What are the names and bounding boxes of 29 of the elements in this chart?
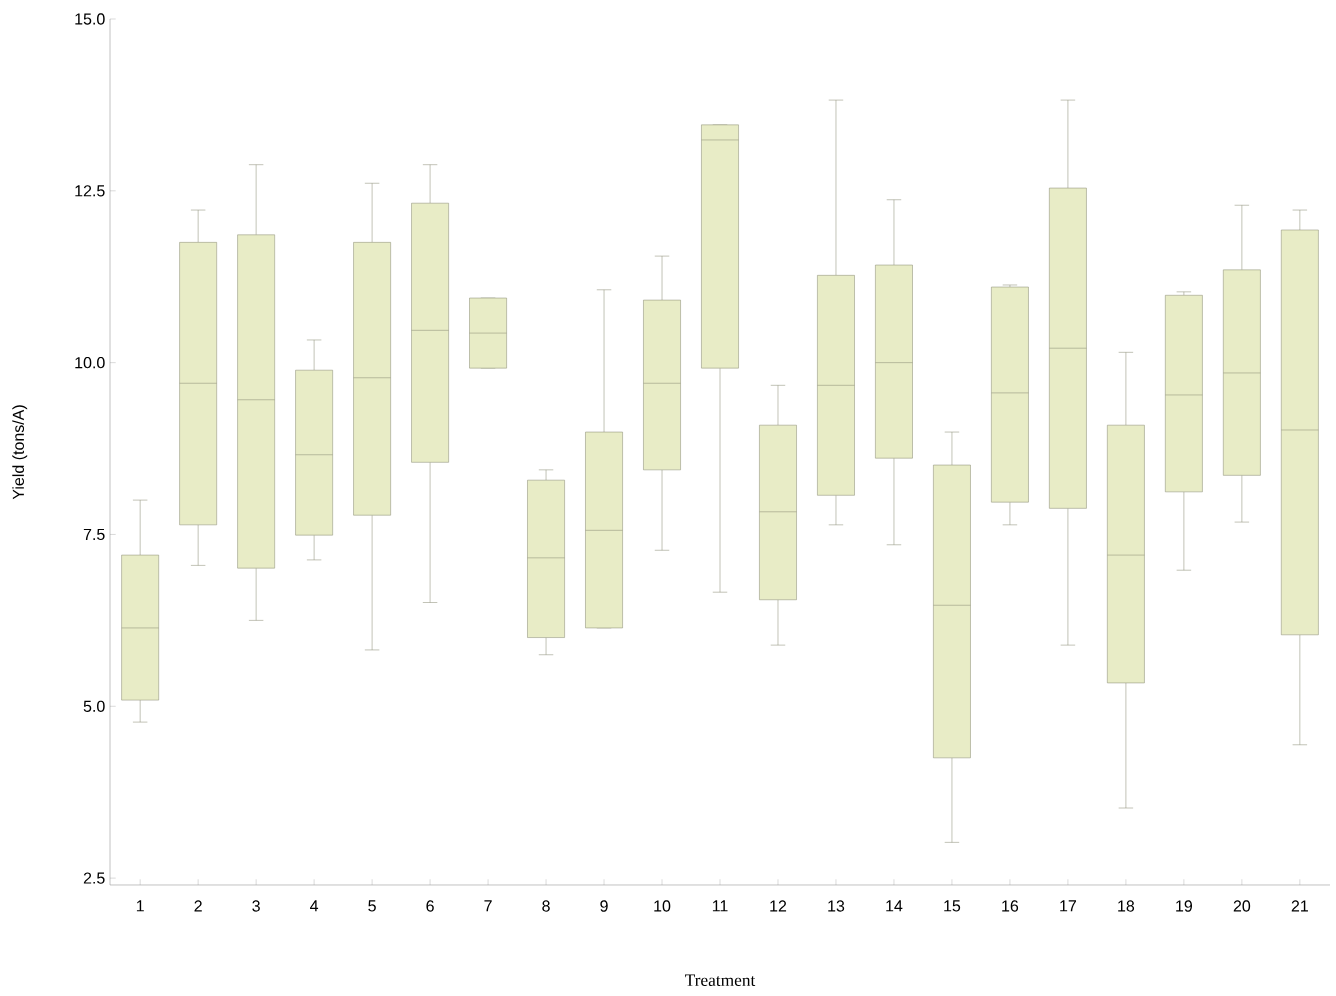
- x-axis-title: Treatment: [685, 974, 756, 986]
- y-tick-label: 5.0: [83, 700, 105, 712]
- x-tick-label: 12: [770, 900, 787, 912]
- y-tick-label: 12.5: [75, 185, 105, 197]
- y-tick-label: 7.5: [83, 528, 105, 541]
- x-tick-label: 9: [600, 900, 608, 912]
- x-tick-label: 20: [1233, 900, 1251, 912]
- x-tick-label: 21: [1291, 900, 1308, 912]
- x-tick-label: 8: [542, 900, 550, 912]
- x-tick-label: 16: [1002, 900, 1019, 912]
- x-tick-label: 18: [1118, 900, 1135, 912]
- x-tick-label: 2: [194, 900, 202, 912]
- x-tick-label: 11: [712, 900, 728, 912]
- x-tick-label: 3: [252, 900, 260, 912]
- x-tick-label: 19: [1176, 900, 1193, 912]
- x-tick-label: 17: [1060, 900, 1076, 912]
- y-tick-label: 2.5: [83, 872, 105, 884]
- x-tick-label: 6: [426, 900, 434, 912]
- x-tick-label: 14: [886, 900, 903, 912]
- x-tick-label: 7: [484, 900, 492, 912]
- y-axis-title: Yield (tons/A): [12, 405, 28, 500]
- x-tick-label: 13: [828, 900, 845, 912]
- x-tick-label: 1: [136, 900, 144, 912]
- x-tick-label: 10: [654, 900, 671, 912]
- y-tick-label: 10.0: [75, 356, 105, 369]
- x-tick-label: 15: [944, 900, 961, 912]
- y-tick-label: 15.0: [75, 13, 105, 25]
- x-tick-label: 4: [310, 900, 319, 912]
- x-tick-label: 5: [368, 900, 376, 912]
